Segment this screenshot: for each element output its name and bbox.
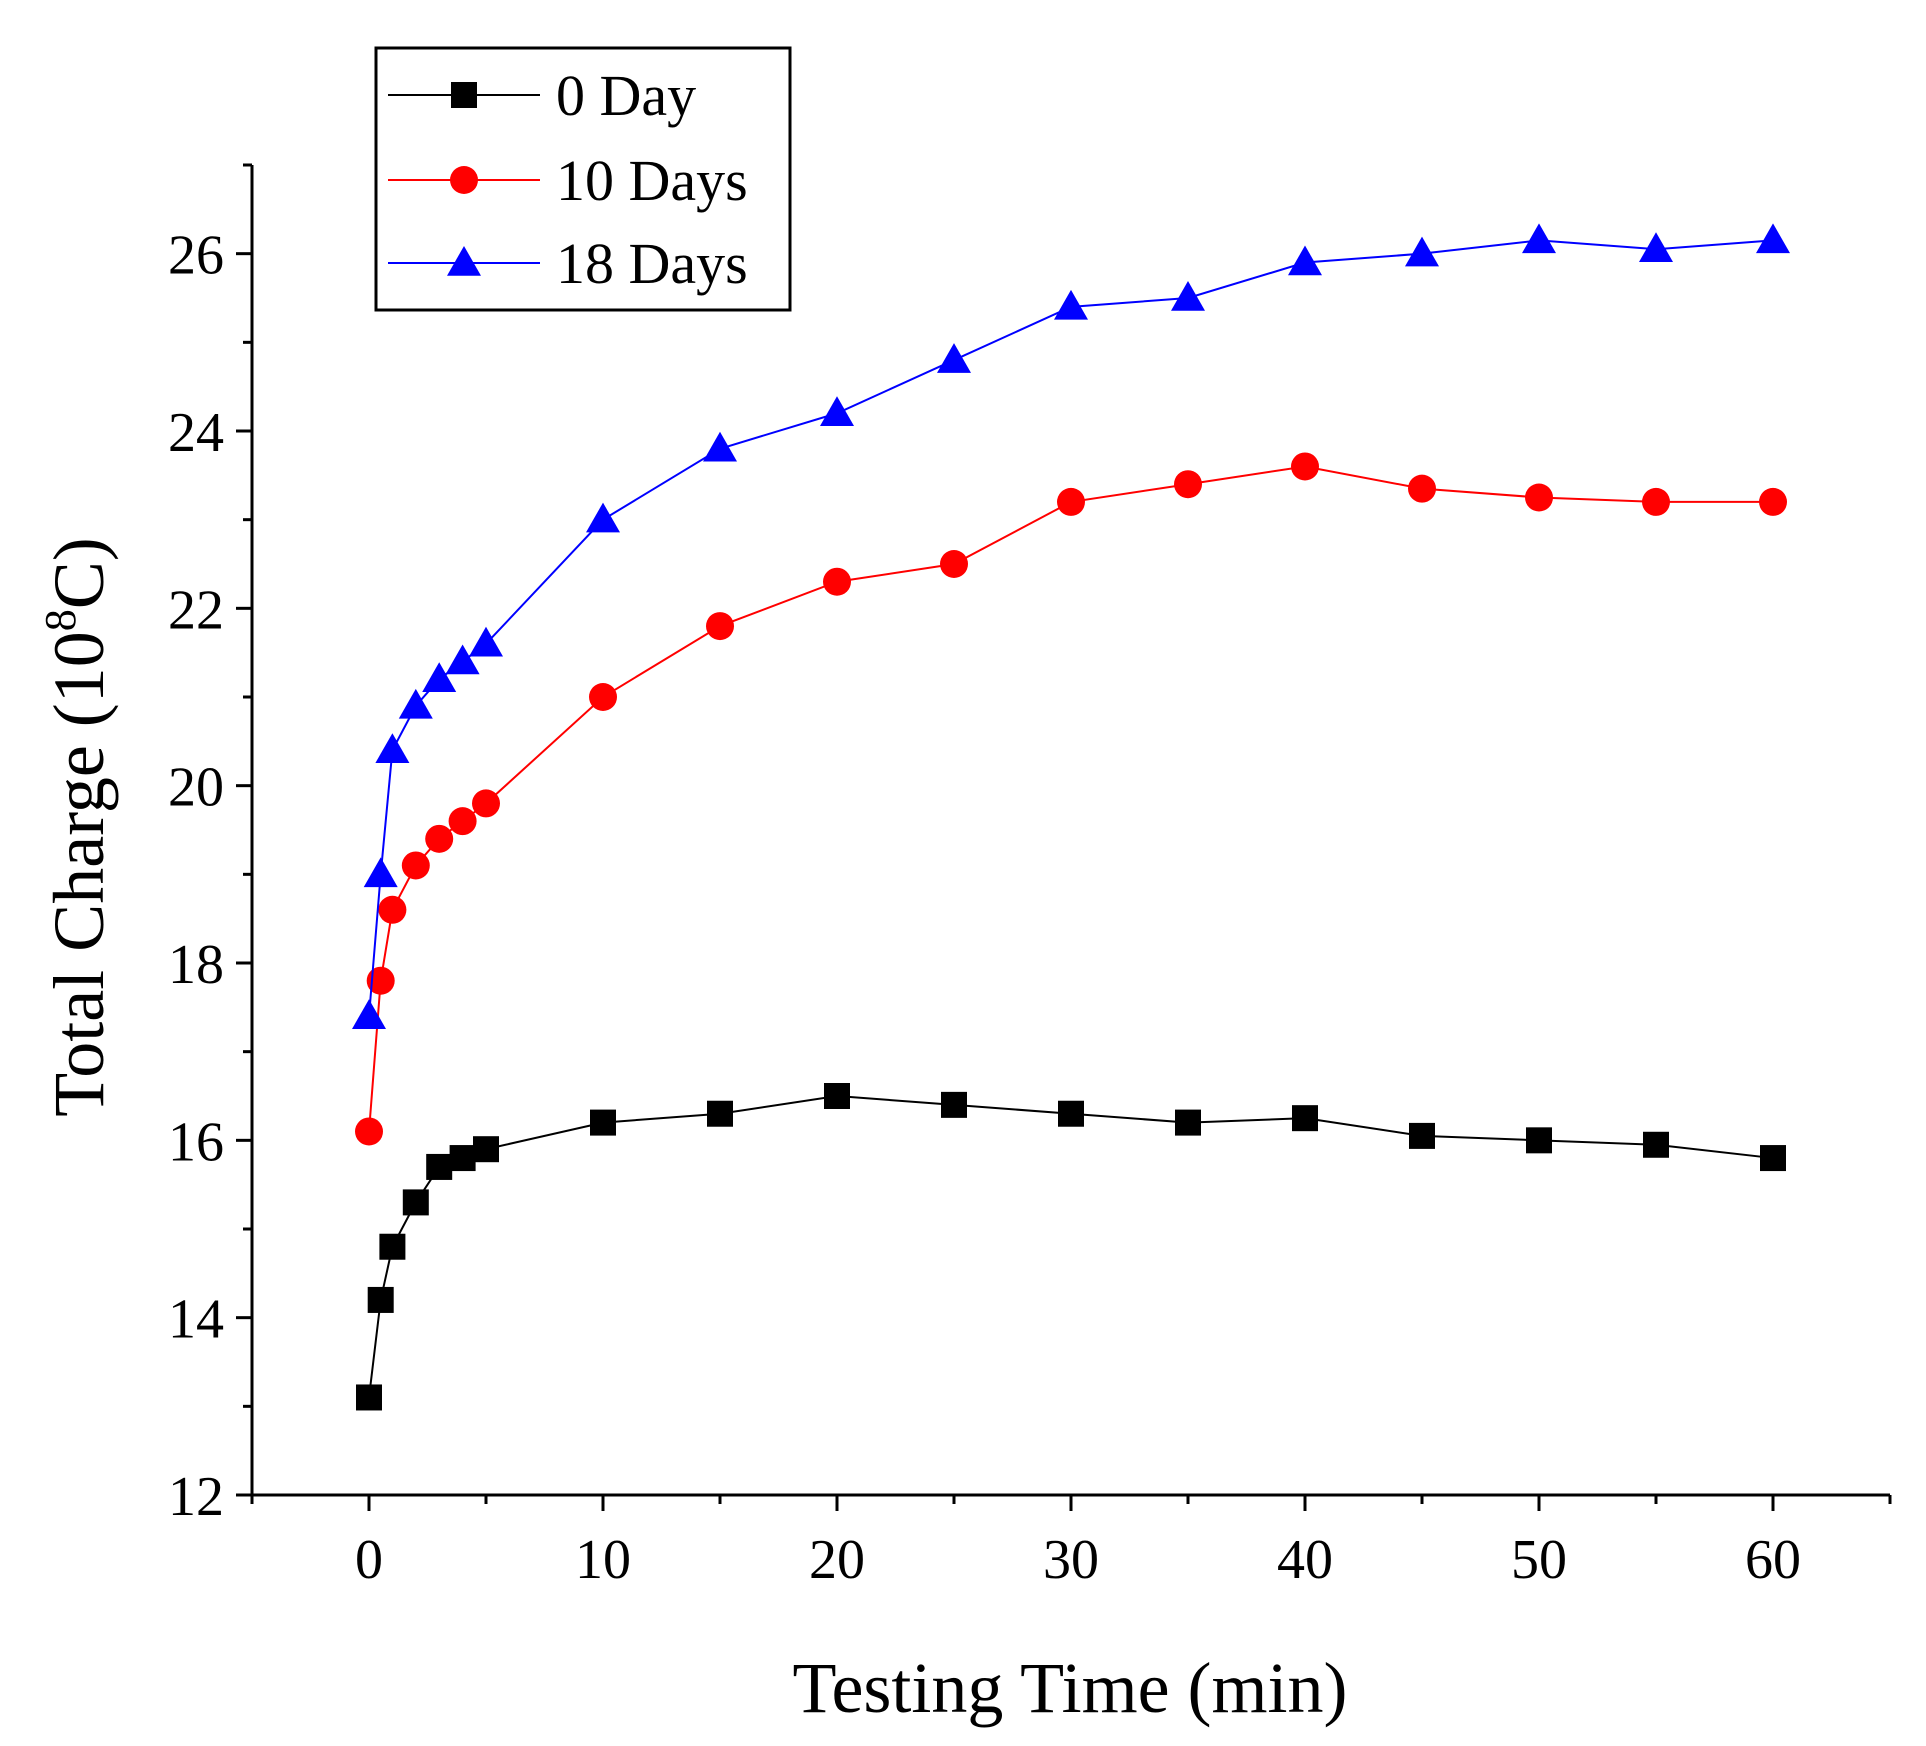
data-point xyxy=(940,550,968,578)
data-point xyxy=(1292,1105,1318,1132)
data-point xyxy=(589,683,617,711)
legend-marker xyxy=(447,246,481,276)
data-point xyxy=(426,1153,453,1180)
legend-entry: 18 Days xyxy=(388,231,748,296)
x-tick-label: 30 xyxy=(1043,1529,1099,1591)
legend-label: 18 Days xyxy=(556,231,748,296)
data-point xyxy=(1288,245,1322,276)
data-point xyxy=(1054,289,1088,320)
y-tick-label: 18 xyxy=(168,934,224,996)
x-tick-label: 40 xyxy=(1277,1529,1333,1591)
data-point xyxy=(448,807,477,836)
data-point xyxy=(1171,281,1205,311)
data-point xyxy=(586,502,620,533)
y-axis-title-superscript: 8 xyxy=(36,609,85,631)
data-point xyxy=(1175,1109,1201,1136)
x-tick-label: 20 xyxy=(809,1529,865,1591)
legend-entry: 0 Day xyxy=(388,63,696,128)
ticks: 0 10 20 30 40 50 60 12 14 16 18 20 22 24 26 xyxy=(168,163,1892,1591)
y-tick-label: 20 xyxy=(168,757,224,819)
y-axis-title-end: C) xyxy=(39,537,119,609)
data-point xyxy=(703,431,737,462)
x-tick-label: 60 xyxy=(1745,1529,1801,1591)
data-point xyxy=(449,1145,476,1172)
series-18-days xyxy=(352,223,1790,1029)
series-line xyxy=(368,239,1774,1017)
data-point xyxy=(1409,1122,1435,1149)
y-tick-label: 24 xyxy=(168,402,224,464)
series-10-days xyxy=(355,452,1787,1146)
data-point xyxy=(355,1117,383,1146)
series-0-day xyxy=(356,1083,1786,1411)
data-point xyxy=(937,343,971,373)
x-tick-label: 10 xyxy=(575,1529,631,1591)
y-tick-label: 16 xyxy=(168,1111,224,1173)
data-point xyxy=(366,966,395,995)
legend-label: 10 Days xyxy=(556,148,748,213)
data-point xyxy=(367,1286,394,1313)
data-point xyxy=(469,626,503,657)
data-point xyxy=(941,1091,967,1118)
y-tick-label: 12 xyxy=(168,1466,224,1528)
data-point xyxy=(706,612,734,641)
data-point xyxy=(422,662,457,693)
data-point xyxy=(1058,1100,1084,1127)
data-point xyxy=(363,857,398,888)
data-point xyxy=(707,1100,733,1127)
x-axis-title: Testing Time (min) xyxy=(792,1648,1347,1728)
data-point xyxy=(402,1189,429,1216)
data-point xyxy=(375,733,410,763)
data-point xyxy=(425,824,454,853)
series xyxy=(352,223,1790,1411)
legend-marker xyxy=(450,166,478,194)
data-point xyxy=(1057,487,1085,516)
data-point xyxy=(1759,487,1787,516)
legend: 0 Day 10 Days 18 Days xyxy=(374,46,792,312)
data-point xyxy=(1405,236,1439,267)
data-point xyxy=(820,396,854,427)
data-point xyxy=(398,688,433,719)
x-tick-label: 50 xyxy=(1511,1529,1567,1591)
data-point xyxy=(472,789,500,818)
y-axis-title: Total Charge (108C) xyxy=(36,537,119,1117)
data-point xyxy=(823,567,851,596)
data-point xyxy=(356,1384,382,1411)
axes xyxy=(250,165,1890,1497)
data-point xyxy=(352,999,386,1029)
legend-entries: 0 Day 10 Days 18 Days xyxy=(388,63,748,296)
data-point xyxy=(1639,232,1673,262)
data-point xyxy=(1174,470,1202,499)
y-tick-label: 22 xyxy=(168,579,224,641)
data-point xyxy=(401,851,430,880)
y-axis-title-main: Total Charge (10 xyxy=(39,631,119,1117)
data-point xyxy=(1643,1131,1669,1158)
series-line xyxy=(368,1094,1774,1398)
data-point xyxy=(824,1083,850,1109)
data-point xyxy=(473,1136,499,1163)
data-point xyxy=(1642,487,1670,516)
data-point xyxy=(1525,483,1553,512)
data-point xyxy=(1522,223,1556,254)
data-point xyxy=(590,1109,616,1136)
series-line xyxy=(368,465,1773,1132)
data-point xyxy=(378,895,407,924)
data-point xyxy=(1408,474,1436,503)
data-point xyxy=(1760,1145,1786,1172)
data-point xyxy=(1526,1127,1552,1154)
y-tick-label: 26 xyxy=(168,225,224,287)
data-point xyxy=(1756,223,1790,254)
data-point xyxy=(445,644,480,675)
x-tick-label: 0 xyxy=(355,1529,383,1591)
data-point xyxy=(1291,452,1319,481)
legend-entry: 10 Days xyxy=(388,148,748,213)
y-tick-label: 14 xyxy=(168,1289,224,1351)
data-point xyxy=(379,1233,406,1260)
legend-label: 0 Day xyxy=(556,63,696,128)
legend-marker xyxy=(451,82,477,108)
